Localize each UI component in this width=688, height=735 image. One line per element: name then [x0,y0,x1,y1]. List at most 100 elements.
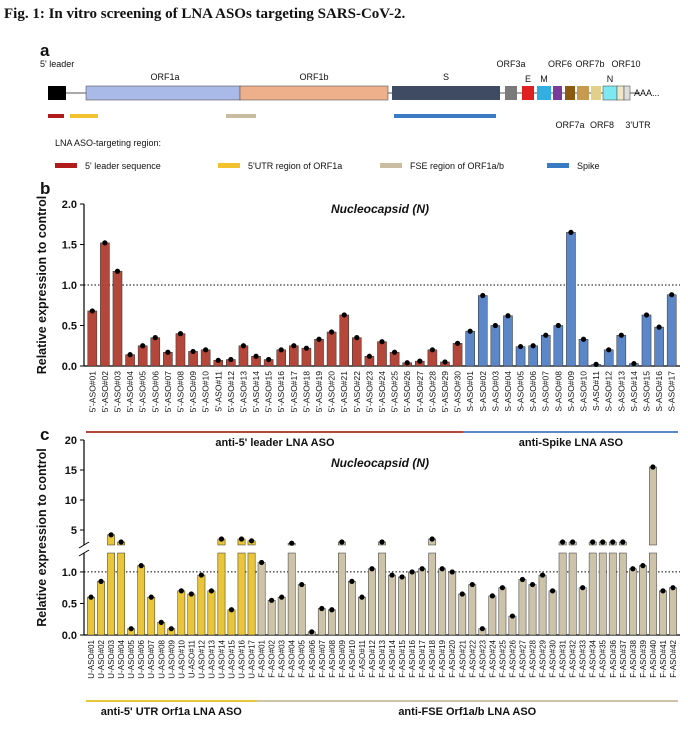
bar [649,466,657,546]
bar [287,552,296,636]
legend-swatch [547,163,569,168]
group-label: anti-5' leader LNA ASO [215,437,335,449]
orf7b-box [577,86,589,100]
data-point [618,332,624,338]
bar [277,596,286,636]
bar [518,579,527,636]
bar [540,334,551,367]
bar [187,593,196,636]
x-tick-label: F-ASO#20 [448,639,457,677]
x-tick-label: 5'-ASO#26 [402,371,412,413]
bar [528,345,538,367]
x-tick-label: S-ASO#01 [465,371,475,412]
data-point [650,464,656,470]
x-tick-label: 5'-ASO#24 [377,371,387,413]
x-tick-label: F-ASO#32 [569,639,578,677]
legend-label: 5'UTR region of ORF1a [248,161,342,171]
x-tick-label: S-ASO#11 [591,371,601,411]
x-tick-label: 5'-ASO#07 [163,371,173,413]
bar [150,337,161,367]
bar [326,331,337,367]
x-tick-label: 5'-ASO#05 [138,371,148,413]
gene-label: ORF1a [150,72,179,82]
e-box [522,86,534,100]
data-point [165,349,171,355]
data-point [140,343,146,349]
data-point [158,619,164,625]
data-point [417,358,423,364]
data-point [539,572,546,578]
data-point [278,347,284,353]
genome-map: 5' leader ORF1a ORF1b S ORF3a E M ORF6 O… [40,59,660,148]
figure-title: Fig. 1: In vitro screening of LNA ASOs t… [4,6,406,22]
data-point [517,343,524,350]
data-point [549,588,556,594]
panel-label: c [40,425,49,444]
x-tick-label: 5'-ASO#09 [188,371,198,413]
x-tick-label: 5'-ASO#01 [87,371,97,413]
data-point [606,347,612,353]
n-box [602,85,618,101]
x-tick-label: F-ASO#19 [438,639,447,677]
bar [578,587,587,636]
bar [378,552,386,636]
x-tick-label: 5'-ASO#28 [427,371,437,413]
x-tick-label: F-ASO#03 [278,639,287,677]
bar [107,552,115,636]
gene-label: AAA... [634,88,660,98]
data-point [114,268,121,274]
data-point [152,335,158,341]
x-tick-label: 5'-ASO#29 [440,371,450,413]
data-point [580,336,587,342]
data-point [178,588,184,594]
data-point [228,607,235,613]
bar [588,552,597,636]
panel-label: b [40,179,50,198]
x-tick-label: U-ASO#06 [137,639,146,678]
gene-label: 3'UTR [625,120,651,130]
gene-label: E [525,74,531,84]
data-point [269,597,275,603]
x-tick-label: U-ASO#11 [187,639,196,678]
x-tick-label: S-ASO#12 [604,371,614,412]
bar [558,552,567,636]
x-tick-label: F-ASO#29 [539,639,548,677]
bar [137,345,148,367]
data-point [620,539,626,545]
data-point [543,332,549,338]
target-region [48,114,64,118]
legend-swatch [380,163,402,168]
group-label: anti-Spike LNA ASO [519,437,624,449]
y-tick-label: 0.5 [62,598,77,610]
data-point [409,569,415,575]
data-point [258,559,265,566]
x-tick-label: F-ASO#15 [398,639,407,677]
bar [100,242,110,367]
bar [408,571,416,636]
bar [217,552,226,636]
target-region [394,114,496,118]
x-tick-label: F-ASO#30 [549,639,558,677]
bar [238,345,249,367]
x-tick-label: 5'-ASO#04 [125,371,135,413]
data-point [238,536,245,542]
x-tick-label: U-ASO#08 [157,639,166,678]
x-tick-label: U-ASO#04 [117,639,126,678]
data-point [593,361,599,367]
x-tick-label: S-ASO#17 [667,371,677,412]
x-tick-label: U-ASO#09 [167,639,176,678]
orf1b-box [239,85,389,101]
data-point [329,607,335,613]
bar [428,552,437,636]
bar [488,595,497,636]
x-tick-label: 5'-ASO#12 [226,371,236,413]
bar [227,609,236,636]
bar [465,330,475,367]
target-region [226,114,256,118]
data-point [670,585,676,591]
bar [317,608,326,636]
x-tick-label: F-ASO#05 [298,639,307,677]
x-tick-label: 5'-ASO#08 [175,371,185,413]
x-tick-label: F-ASO#33 [579,639,588,677]
data-point [643,312,650,318]
